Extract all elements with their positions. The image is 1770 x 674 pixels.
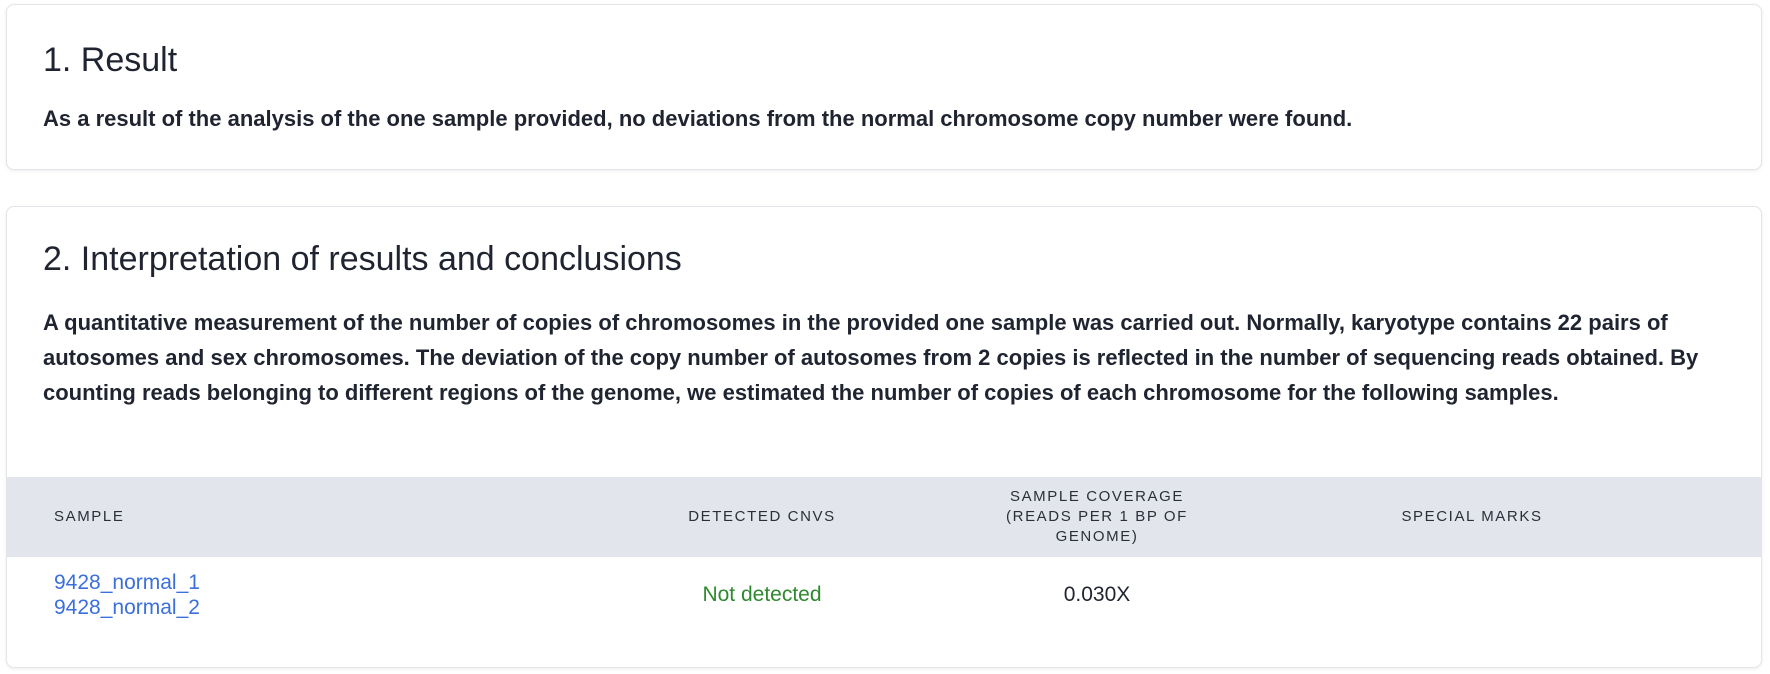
- interpretation-text: A quantitative measurement of the number…: [43, 310, 1699, 405]
- header-special-marks: SPECIAL MARKS: [1401, 508, 1543, 525]
- interpretation-title: 2. Interpretation of results and conclus…: [43, 240, 682, 278]
- cell-samples: 9428_normal_1 9428_normal_2: [54, 557, 200, 633]
- result-text: As a result of the analysis of the one s…: [43, 106, 1353, 131]
- table-row: 9428_normal_1 9428_normal_2 Not detected…: [7, 557, 1761, 653]
- result-title: 1. Result: [43, 41, 178, 79]
- interpretation-card: 2. Interpretation of results and conclus…: [6, 206, 1762, 668]
- header-detected-cnvs: DETECTED CNVS: [688, 508, 836, 525]
- cell-sample-coverage: 0.030X: [1063, 583, 1131, 606]
- samples-table: SAMPLE DETECTED CNVS SAMPLE COVERAGE (RE…: [7, 477, 1761, 653]
- sample-link-1[interactable]: 9428_normal_1: [54, 571, 200, 594]
- cell-special-marks: [1307, 557, 1637, 633]
- cell-detected-cnvs: Not detected: [702, 583, 822, 606]
- table-header: SAMPLE DETECTED CNVS SAMPLE COVERAGE (RE…: [7, 477, 1761, 557]
- header-sample: SAMPLE: [54, 508, 125, 525]
- header-sample-coverage: SAMPLE COVERAGE (READS PER 1 BP OF GENOM…: [1006, 488, 1188, 545]
- sample-link-2[interactable]: 9428_normal_2: [54, 596, 200, 619]
- result-card: 1. Result As a result of the analysis of…: [6, 4, 1762, 170]
